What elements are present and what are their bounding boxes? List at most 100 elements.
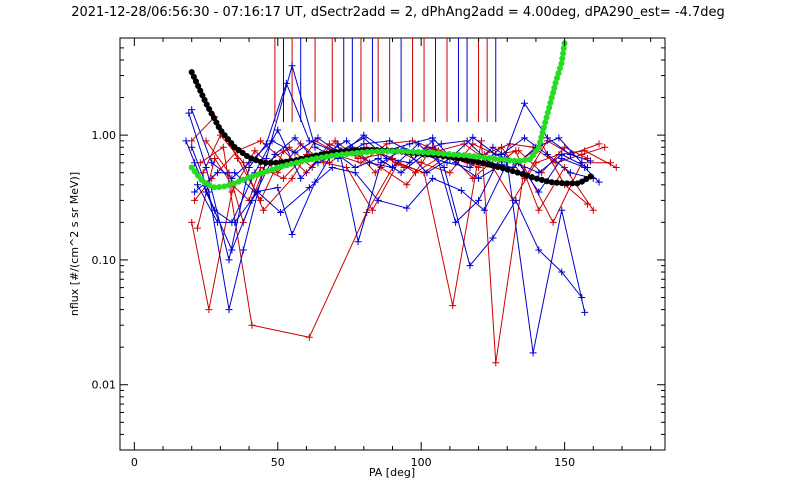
series-6-point-2 xyxy=(234,154,242,162)
series-8-point-6 xyxy=(311,143,319,151)
series-7-point-13 xyxy=(466,164,474,172)
series-12-point-5 xyxy=(288,230,296,238)
series-12-point-18 xyxy=(581,164,589,172)
series-13-point-12 xyxy=(452,159,460,167)
x-tick-label-3: 150 xyxy=(554,456,575,469)
series-10-point-7 xyxy=(351,169,359,177)
x-axis-label: PA [deg] xyxy=(369,466,415,479)
series-11-point-5 xyxy=(291,134,299,142)
series-4-point-2 xyxy=(248,321,256,329)
series-4-point-9 xyxy=(492,359,500,367)
series-9-point-4 xyxy=(274,126,282,134)
series-7-point-1 xyxy=(202,164,210,172)
series-8-point-5 xyxy=(288,62,296,70)
series-12-point-0 xyxy=(191,188,199,196)
series-7-point-9 xyxy=(374,154,382,162)
series-12-point-8 xyxy=(354,238,362,246)
series-13-point-1 xyxy=(208,159,216,167)
series-9-point-11 xyxy=(440,164,448,172)
series-2-point-14 xyxy=(535,206,543,214)
series-13-point-8 xyxy=(360,131,368,139)
series-5-point-16 xyxy=(581,147,589,155)
series-13-point-16 xyxy=(543,134,551,142)
series-9-point-12 xyxy=(466,262,474,270)
series-6-point-9 xyxy=(403,181,411,189)
series-10-point-6 xyxy=(328,164,336,172)
y-tick-label-1: 0.10 xyxy=(92,254,117,267)
series-0-point-1 xyxy=(211,154,219,162)
series-12-point-16 xyxy=(535,188,543,196)
series-13-point-17 xyxy=(566,150,574,158)
series-11-point-0 xyxy=(182,137,190,145)
series-8-point-0 xyxy=(188,143,196,151)
series-12-point-1 xyxy=(214,169,222,177)
series-11-point-1 xyxy=(202,188,210,196)
series-1-point-17 xyxy=(595,140,603,148)
axis-layer: 0 50 100 150 0.01 0.10 1.00 xyxy=(92,37,665,469)
series-10-point-14 xyxy=(529,349,537,357)
series-10-point-11 xyxy=(457,186,465,194)
series-9-point-9 xyxy=(389,164,396,172)
series-0-point-11 xyxy=(417,159,425,167)
series-6-point-17 xyxy=(601,143,609,151)
x-tick-label-2: 100 xyxy=(411,456,432,469)
series-12-point-3 xyxy=(251,188,259,196)
series-5-point-0 xyxy=(191,196,199,204)
series-3-point-2 xyxy=(228,188,236,196)
series-4-point-11 xyxy=(549,218,557,226)
series-3-point-3 xyxy=(251,147,259,155)
series-10-point-9 xyxy=(403,204,411,212)
series-9-point-5 xyxy=(297,174,305,182)
y-tick-label-2: 1.00 xyxy=(92,129,117,142)
series-2-point-0 xyxy=(199,169,207,177)
series-10-point-10 xyxy=(429,174,437,182)
series-12-point-7 xyxy=(334,140,342,148)
fit-curve-1 xyxy=(188,39,568,191)
series-7-point-16 xyxy=(535,169,543,177)
series-5-point-14 xyxy=(532,159,540,167)
series-11-point-16 xyxy=(543,150,551,158)
series-7-point-2 xyxy=(225,256,233,264)
series-8-point-11 xyxy=(437,140,445,148)
series-9-point-7 xyxy=(343,137,351,145)
series-9-point-8 xyxy=(366,159,374,167)
series-8-point-16 xyxy=(555,134,563,142)
series-13-point-18 xyxy=(586,157,594,165)
series-3-point-0 xyxy=(188,218,196,226)
series-11-point-9 xyxy=(383,154,391,162)
series-line-4 xyxy=(200,140,611,363)
series-8-point-17 xyxy=(578,159,586,167)
series-11-point-10 xyxy=(406,159,414,167)
series-9-point-14 xyxy=(512,196,520,204)
fit-layer xyxy=(188,39,597,191)
series-11-point-13 xyxy=(475,196,483,204)
series-11-point-3 xyxy=(248,196,256,204)
series-2-point-4 xyxy=(288,174,296,182)
series-2-point-3 xyxy=(259,206,267,214)
series-12-point-11 xyxy=(423,169,431,177)
series-13-point-5 xyxy=(291,149,299,157)
series-11-point-15 xyxy=(520,134,528,142)
series-3-point-1 xyxy=(205,306,213,314)
series-10-point-4 xyxy=(277,208,285,216)
series-13-point-4 xyxy=(268,137,276,145)
series-12-point-19 xyxy=(595,178,603,186)
series-6-point-16 xyxy=(578,150,586,158)
series-line-7 xyxy=(188,81,588,261)
series-3-point-7 xyxy=(343,164,351,172)
series-10-point-16 xyxy=(581,308,589,316)
series-10-point-8 xyxy=(374,196,382,204)
series-9-point-15 xyxy=(535,246,543,254)
y-axis-label: nflux [#/(cm^2 s sr MeV)] xyxy=(68,172,81,316)
series-9-point-16 xyxy=(558,268,566,276)
series-11-point-12 xyxy=(452,218,460,226)
series-4-point-1 xyxy=(219,143,227,151)
series-7-point-10 xyxy=(397,169,405,177)
series-13-point-13 xyxy=(475,174,483,182)
series-13-point-3 xyxy=(245,159,253,167)
series-0-point-4 xyxy=(257,164,265,172)
series-12-point-17 xyxy=(558,154,566,162)
series-12-point-2 xyxy=(231,169,239,177)
series-12-point-4 xyxy=(274,184,282,192)
